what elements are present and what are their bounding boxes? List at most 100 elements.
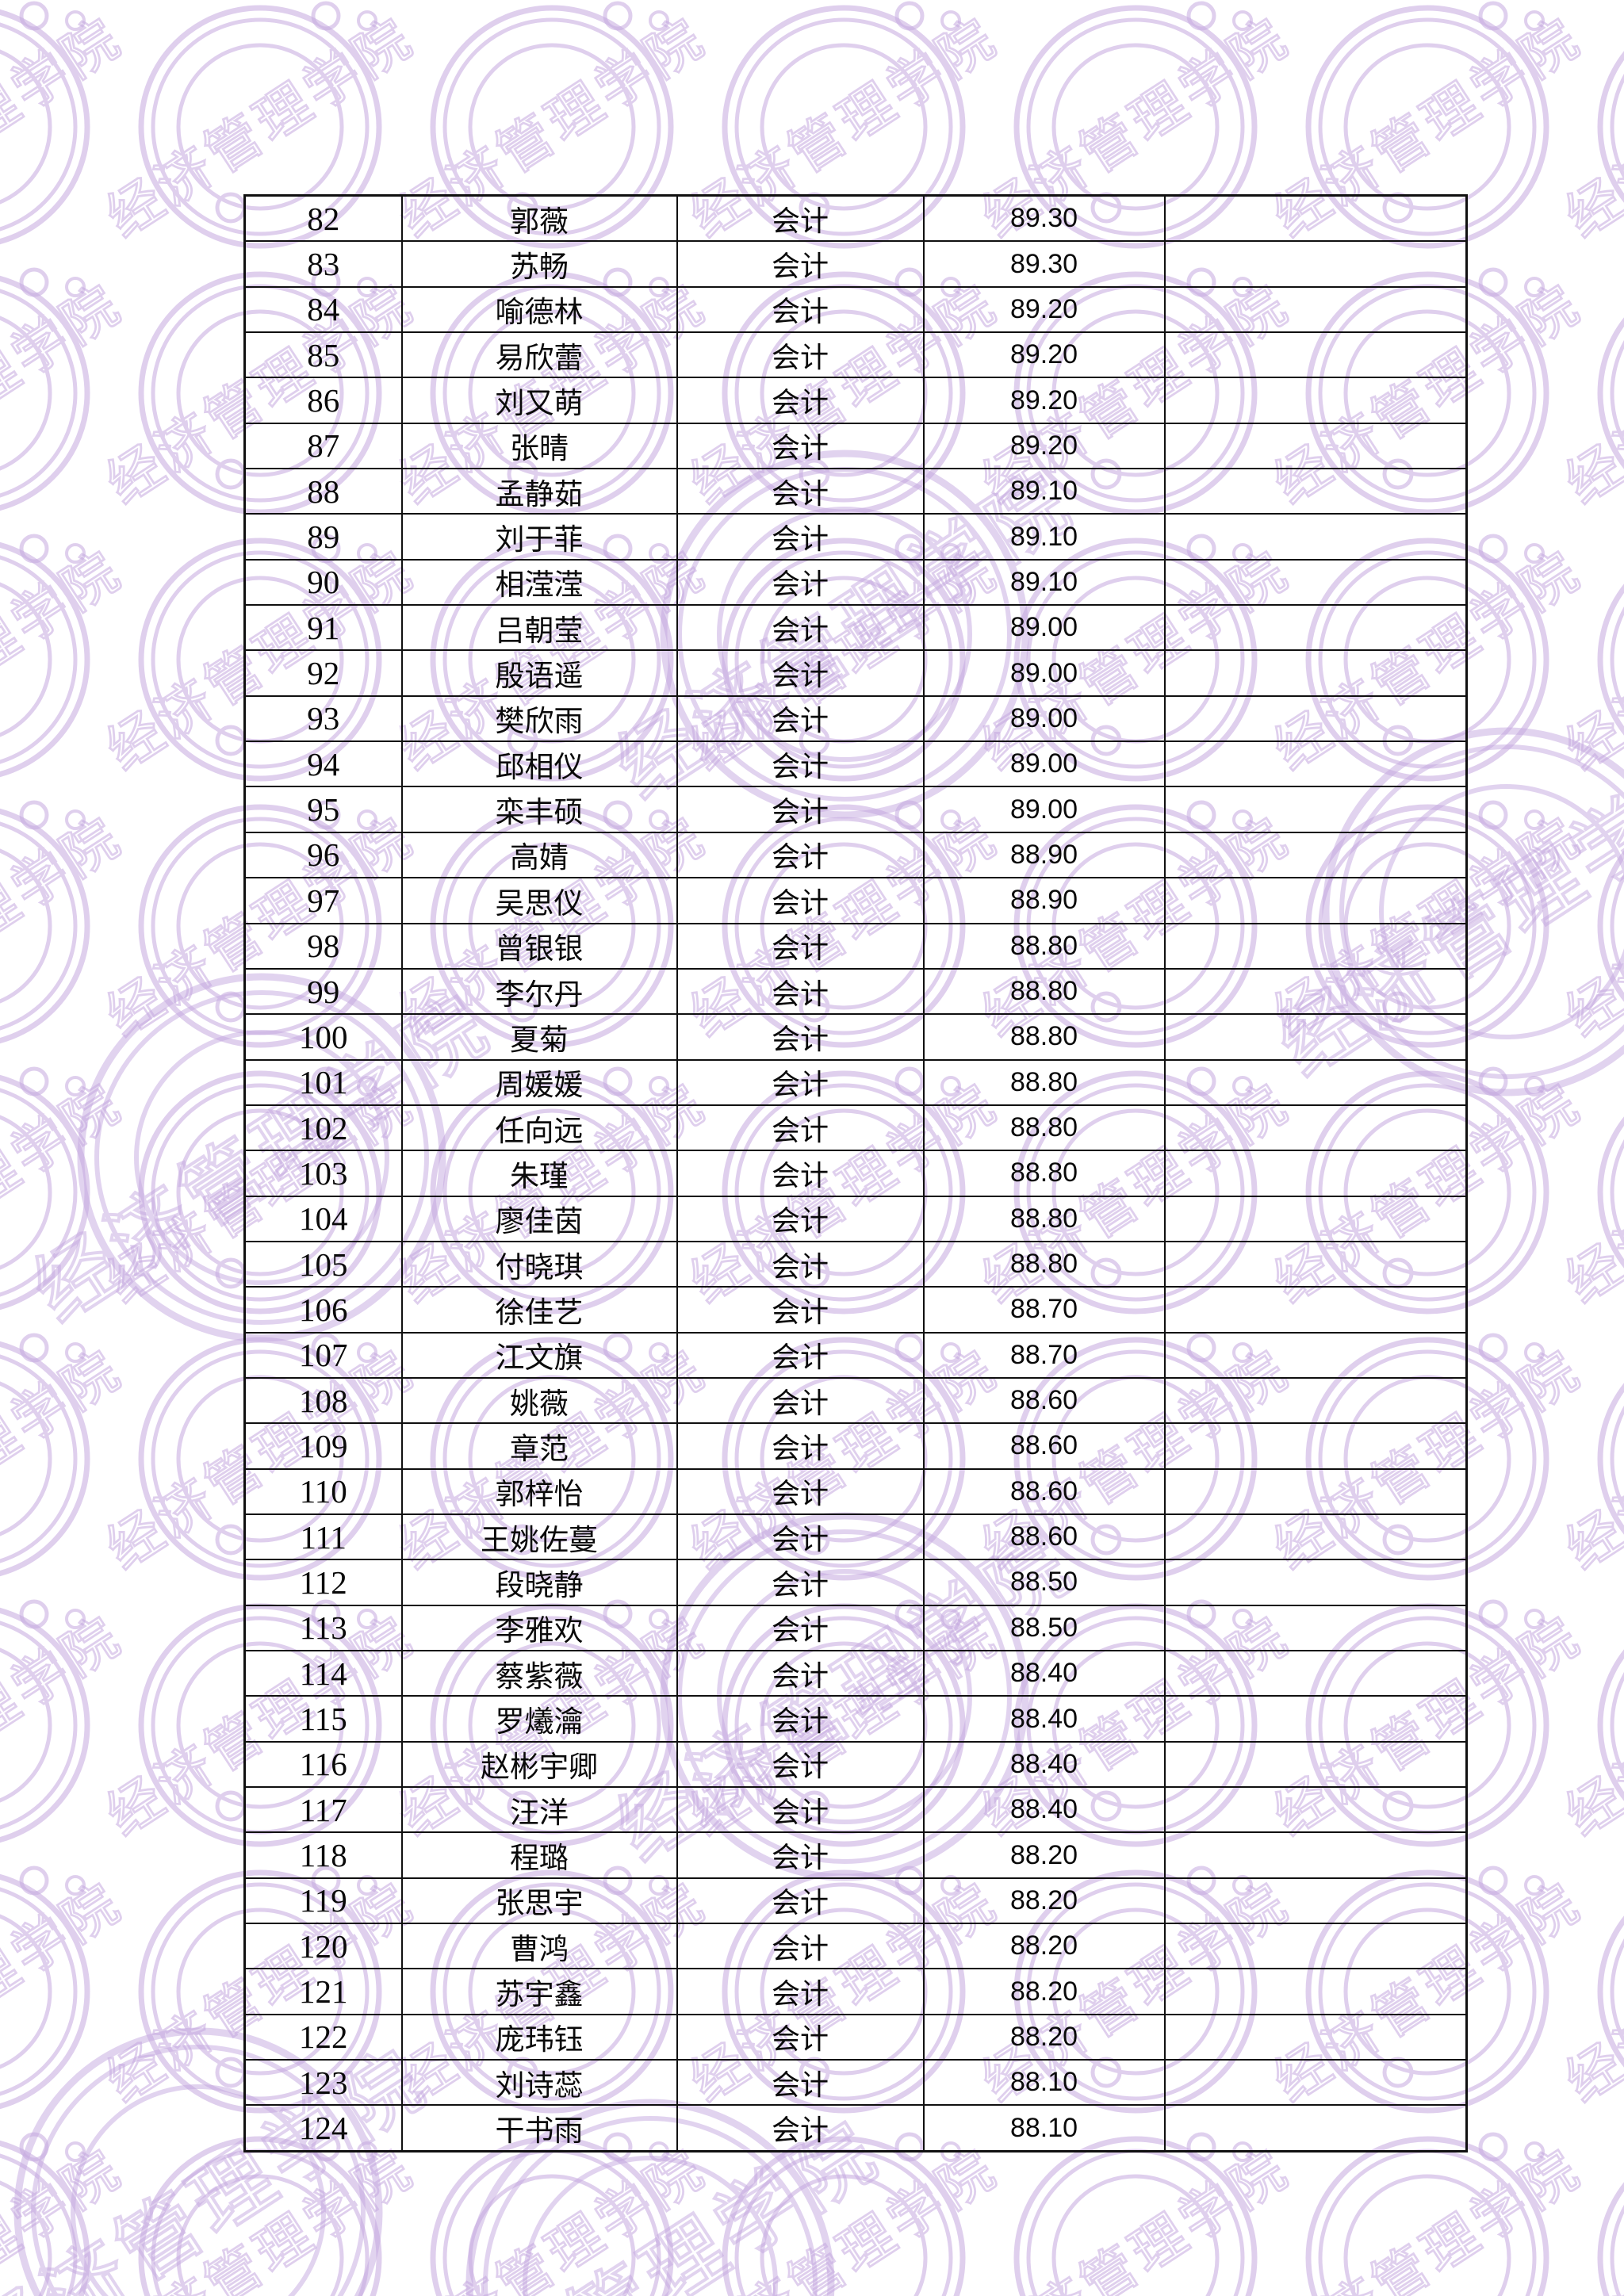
table-row: 123 刘诗蕊 会计 88.10 — [243, 2059, 1468, 2107]
cell-blank — [1163, 468, 1468, 515]
watermark-stamp-icon — [0, 536, 132, 782]
cell-name: 张思宇 — [400, 1877, 678, 1925]
table-row: 92 殷语遥 会计 89.00 — [243, 649, 1468, 697]
table-row: 106 徐佳艺 会计 88.70 — [243, 1286, 1468, 1334]
cell-major: 会计 — [676, 1513, 925, 1561]
cell-no: 119 — [243, 1877, 403, 1925]
cell-no: 82 — [243, 194, 403, 243]
cell-no: 113 — [243, 1604, 403, 1652]
cell-no: 96 — [243, 831, 403, 879]
cell-blank — [1163, 1968, 1468, 2015]
cell-major: 会计 — [676, 194, 925, 243]
table-row: 110 郭梓怡 会计 88.60 — [243, 1468, 1468, 1515]
cell-score: 88.60 — [922, 1376, 1166, 1425]
cell-name: 苏畅 — [400, 240, 678, 288]
watermark-stamp-icon — [605, 2134, 1008, 2296]
table-row: 117 汪洋 会计 88.40 — [243, 1786, 1468, 1834]
cell-major: 会计 — [676, 1968, 925, 2015]
cell-name: 夏菊 — [400, 1013, 678, 1061]
table-row: 115 罗爔瀹 会计 88.40 — [243, 1695, 1468, 1743]
cell-major: 会计 — [676, 1150, 925, 1197]
cell-name: 刘于菲 — [400, 513, 678, 561]
cell-major: 会计 — [676, 1649, 925, 1697]
table-row: 111 王姚佐蔓 会计 88.60 — [243, 1513, 1468, 1561]
cell-blank — [1163, 1422, 1468, 1470]
table-row: 90 相滢滢 会计 89.10 — [243, 558, 1468, 607]
cell-no: 123 — [243, 2059, 403, 2107]
cell-no: 89 — [243, 513, 403, 561]
cell-major: 会计 — [676, 468, 925, 515]
cell-name: 干书雨 — [400, 2104, 678, 2152]
watermark-stamp-icon — [0, 3, 132, 249]
table-row: 99 李尔丹 会计 88.80 — [243, 967, 1468, 1016]
cell-blank — [1163, 831, 1468, 879]
cell-major: 会计 — [676, 740, 925, 788]
cell-score: 88.20 — [922, 1923, 1166, 1970]
cell-major: 会计 — [676, 967, 925, 1016]
table-row: 104 廖佳茵 会计 88.80 — [243, 1195, 1468, 1242]
cell-blank — [1163, 194, 1468, 243]
watermark-stamp-icon — [1480, 802, 1624, 1048]
cell-name: 王姚佐蔓 — [400, 1513, 678, 1561]
table-row: 85 易欣蕾 会计 89.20 — [243, 331, 1468, 379]
cell-name: 庞玮钰 — [400, 2013, 678, 2061]
cell-no: 111 — [243, 1513, 403, 1561]
table-row: 103 朱瑾 会计 88.80 — [243, 1150, 1468, 1197]
cell-name: 赵彬宇卿 — [400, 1740, 678, 1789]
watermark-stamp-icon — [1480, 1335, 1624, 1581]
table-row: 100 夏菊 会计 88.80 — [243, 1013, 1468, 1061]
cell-blank — [1163, 1331, 1468, 1379]
cell-blank — [1163, 1058, 1468, 1106]
cell-blank — [1163, 558, 1468, 607]
table-row: 89 刘于菲 会计 89.10 — [243, 513, 1468, 561]
cell-no: 109 — [243, 1422, 403, 1470]
cell-name: 吕朝莹 — [400, 604, 678, 652]
cell-score: 89.10 — [922, 513, 1166, 561]
cell-score: 88.70 — [922, 1331, 1166, 1379]
cell-no: 90 — [243, 558, 403, 607]
table-row: 124 干书雨 会计 88.10 — [243, 2104, 1468, 2152]
cell-name: 姚薇 — [400, 1376, 678, 1425]
cell-no: 115 — [243, 1695, 403, 1743]
table-row: 83 苏畅 会计 89.30 — [243, 240, 1468, 288]
cell-name: 郭薇 — [400, 194, 678, 243]
score-table-body: 82 郭薇 会计 89.30 83 苏畅 会计 89.30 84 喻德林 会计 89.20 85 易欣蕾会… — [243, 194, 1468, 2152]
watermark-stamp-icon — [1480, 1069, 1624, 1314]
cell-score: 88.80 — [922, 1150, 1166, 1197]
watermark-stamp-icon — [313, 2134, 716, 2296]
cell-no: 85 — [243, 331, 403, 379]
watermark-stamp-icon — [0, 1335, 132, 1581]
cell-major: 会计 — [676, 2013, 925, 2061]
cell-blank — [1163, 1468, 1468, 1515]
table-row: 101 周媛媛 会计 88.80 — [243, 1058, 1468, 1106]
table-row: 122 庞玮钰 会计 88.20 — [243, 2013, 1468, 2061]
cell-no: 93 — [243, 695, 403, 743]
cell-blank — [1163, 649, 1468, 697]
cell-major: 会计 — [676, 1376, 925, 1425]
cell-name: 易欣蕾 — [400, 331, 678, 379]
cell-no: 86 — [243, 377, 403, 424]
cell-score: 88.80 — [922, 1013, 1166, 1061]
table-row: 121 苏宇鑫 会计 88.20 — [243, 1968, 1468, 2015]
cell-score: 88.50 — [922, 1604, 1166, 1652]
cell-major: 会计 — [676, 513, 925, 561]
cell-major: 会计 — [676, 1468, 925, 1515]
cell-major: 会计 — [676, 331, 925, 379]
cell-score: 88.20 — [922, 1877, 1166, 1925]
table-row: 108 姚薇 会计 88.60 — [243, 1376, 1468, 1425]
cell-no: 88 — [243, 468, 403, 515]
table-row: 88 孟静茹 会计 89.10 — [243, 468, 1468, 515]
table-row: 114 蔡紫薇 会计 88.40 — [243, 1649, 1468, 1697]
cell-blank — [1163, 2104, 1468, 2152]
cell-score: 88.50 — [922, 1559, 1166, 1606]
cell-score: 88.20 — [922, 2013, 1166, 2061]
cell-blank — [1163, 2013, 1468, 2061]
cell-score: 89.00 — [922, 786, 1166, 833]
cell-no: 124 — [243, 2104, 403, 2152]
cell-name: 周媛媛 — [400, 1058, 678, 1106]
cell-score: 89.00 — [922, 740, 1166, 788]
cell-no: 106 — [243, 1286, 403, 1334]
cell-name: 刘又萌 — [400, 377, 678, 424]
cell-major: 会计 — [676, 285, 925, 334]
watermark-stamp-icon — [1480, 3, 1624, 249]
